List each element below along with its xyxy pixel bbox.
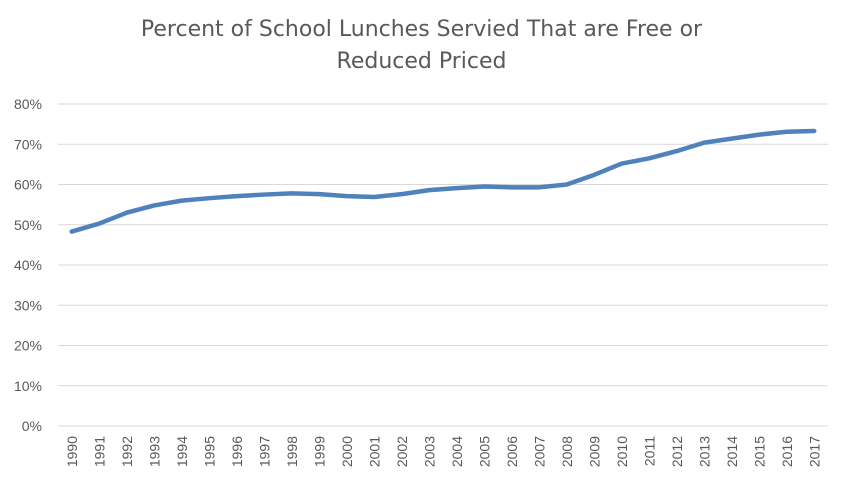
y-tick-label: 0% — [22, 418, 42, 434]
x-tick-label: 2009 — [586, 436, 602, 467]
x-tick-label: 1992 — [119, 436, 135, 467]
x-tick-label: 1990 — [64, 436, 80, 467]
x-tick-label: 2005 — [476, 436, 492, 467]
x-tick-label: 1998 — [284, 436, 300, 467]
x-tick-label: 1996 — [229, 436, 245, 467]
x-tick-label: 2006 — [504, 436, 520, 467]
x-tick-label: 2001 — [366, 436, 382, 467]
y-axis-labels: 0% 10% 20% 30% 40% 50% 60% 70% 80% — [14, 96, 42, 434]
y-tick-label: 50% — [14, 217, 42, 233]
chart-title-line-2: Reduced Priced — [336, 49, 507, 74]
x-tick-label: 2014 — [724, 436, 740, 467]
x-tick-label: 2000 — [339, 436, 355, 467]
x-tick-label: 2015 — [751, 436, 767, 467]
x-tick-label: 2002 — [394, 436, 410, 467]
x-tick-label: 1994 — [174, 436, 190, 467]
x-tick-label: 1999 — [311, 436, 327, 467]
x-tick-label: 2016 — [779, 436, 795, 467]
y-tick-label: 20% — [14, 338, 42, 354]
x-tick-label: 2010 — [614, 436, 630, 467]
x-tick-label: 2003 — [421, 436, 437, 467]
gridlines — [58, 103, 828, 427]
x-tick-label: 2008 — [559, 436, 575, 467]
x-tick-label: 1991 — [91, 436, 107, 467]
series-line — [69, 128, 817, 234]
y-tick-label: 40% — [14, 257, 42, 273]
y-tick-label: 60% — [14, 177, 42, 193]
x-tick-label: 1997 — [256, 436, 272, 467]
chart-title: Percent of School Lunches Servied That a… — [0, 14, 843, 78]
y-tick-label: 10% — [14, 378, 42, 394]
x-axis-labels: 1990 1991 1992 1993 1994 1995 1996 1997 1998 1999… — [64, 436, 823, 467]
x-tick-label: 2007 — [531, 436, 547, 467]
y-tick-label: 30% — [14, 297, 42, 313]
x-tick-label: 2011 — [641, 436, 657, 466]
series-group — [69, 128, 817, 234]
x-tick-label: 2012 — [669, 436, 685, 467]
x-tick-label: 2004 — [449, 436, 465, 467]
x-tick-label: 2013 — [696, 436, 712, 467]
y-tick-label: 80% — [14, 96, 42, 112]
x-tick-label: 1995 — [201, 436, 217, 467]
y-tick-label: 70% — [14, 136, 42, 152]
chart-title-line-1: Percent of School Lunches Servied That a… — [140, 17, 703, 42]
x-tick-label: 2017 — [806, 436, 822, 467]
x-tick-label: 1993 — [146, 436, 162, 467]
